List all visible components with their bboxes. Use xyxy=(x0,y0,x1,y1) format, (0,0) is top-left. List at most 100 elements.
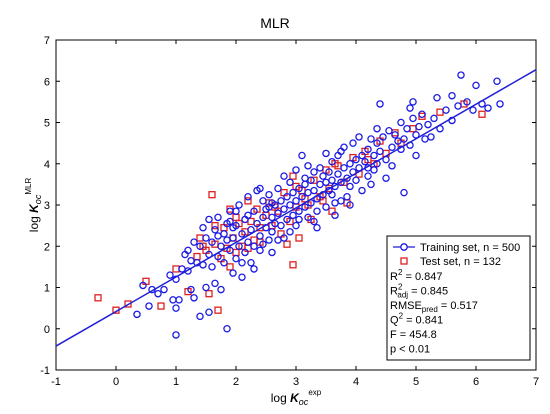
test-point xyxy=(283,240,291,248)
training-point xyxy=(202,234,210,242)
x-tick-label: 2 xyxy=(233,376,239,388)
training-point xyxy=(331,211,339,220)
training-point xyxy=(313,223,321,232)
y-tick-label: 5 xyxy=(44,118,50,130)
training-point xyxy=(175,296,183,304)
training-point xyxy=(229,223,237,232)
training-point xyxy=(388,162,396,170)
training-point xyxy=(268,248,276,257)
test-point xyxy=(232,213,240,222)
training-point xyxy=(244,238,252,246)
training-point xyxy=(322,149,330,158)
training-point xyxy=(403,124,411,133)
legend-frame xyxy=(386,235,531,361)
training-point xyxy=(286,178,294,187)
training-point xyxy=(292,166,300,174)
y-tick-label: 1 xyxy=(44,283,50,295)
test-point xyxy=(205,290,213,298)
training-point xyxy=(370,166,378,174)
training-point xyxy=(280,205,288,213)
test-point xyxy=(172,265,180,273)
training-point xyxy=(367,180,375,189)
training-point xyxy=(226,246,234,255)
training-point xyxy=(274,184,282,193)
training-point xyxy=(229,234,237,242)
training-point xyxy=(322,178,330,187)
x-tick-label: 7 xyxy=(533,376,539,388)
legend-stat: Q2 = 0.841 xyxy=(390,312,443,327)
training-point xyxy=(325,168,333,176)
training-point xyxy=(259,197,267,205)
training-point xyxy=(211,225,219,234)
test-point xyxy=(214,306,222,314)
training-point xyxy=(340,164,348,172)
training-point xyxy=(238,273,246,281)
training-point xyxy=(232,254,240,263)
training-point xyxy=(256,184,264,193)
training-point xyxy=(259,213,267,222)
test-point xyxy=(244,197,252,205)
x-tick-label: 6 xyxy=(473,376,479,388)
training-point xyxy=(421,135,429,143)
training-point xyxy=(343,174,351,182)
legend-stat: F = 454.8 xyxy=(390,329,437,341)
y-axis-title: log KocMLR xyxy=(24,178,43,233)
training-point xyxy=(376,147,384,156)
training-point xyxy=(265,203,273,211)
test-point xyxy=(211,221,219,230)
training-point xyxy=(160,285,168,294)
training-point xyxy=(313,207,321,215)
training-point xyxy=(244,211,252,220)
training-point xyxy=(328,190,336,199)
training-point xyxy=(286,228,294,236)
training-point xyxy=(418,110,426,119)
training-point xyxy=(346,201,354,209)
training-point xyxy=(412,151,420,160)
legend-square-marker xyxy=(400,257,408,265)
training-point xyxy=(304,162,312,170)
training-point xyxy=(400,188,408,197)
training-point xyxy=(328,157,336,166)
training-point xyxy=(298,192,306,201)
training-point xyxy=(208,238,216,246)
training-point xyxy=(223,324,231,333)
regression-line xyxy=(55,69,537,347)
training-point xyxy=(397,118,405,127)
training-point xyxy=(310,168,318,176)
training-point xyxy=(310,217,318,226)
training-point xyxy=(268,213,276,222)
training-point xyxy=(361,157,369,166)
test-point xyxy=(226,263,234,271)
training-point xyxy=(190,294,198,302)
test-point xyxy=(196,234,204,242)
training-point xyxy=(370,151,378,160)
legend-training-label: Training set, n = 500 xyxy=(420,242,520,254)
training-point xyxy=(184,246,192,255)
legend-test-label: Test set, n = 132 xyxy=(420,256,501,268)
fit-line xyxy=(55,69,537,347)
test-point xyxy=(250,236,258,244)
training-point xyxy=(265,190,273,199)
training-point xyxy=(352,176,360,184)
training-point xyxy=(496,100,504,108)
y-tick-label: 7 xyxy=(44,35,50,47)
training-point xyxy=(247,225,255,234)
training-point xyxy=(376,100,384,108)
training-point xyxy=(196,242,204,250)
training-point xyxy=(166,271,174,279)
training-point xyxy=(172,331,180,339)
training-point xyxy=(190,238,198,246)
training-point xyxy=(391,131,399,139)
training-point xyxy=(337,197,345,205)
training-point xyxy=(283,192,291,201)
chart-title: MLR xyxy=(260,15,290,31)
training-point xyxy=(358,151,366,160)
training-point xyxy=(274,236,282,244)
training-point xyxy=(145,302,153,310)
test-point xyxy=(193,252,201,261)
training-point xyxy=(286,201,294,209)
training-point xyxy=(349,139,357,147)
training-point xyxy=(406,104,414,112)
training-point xyxy=(214,213,222,222)
